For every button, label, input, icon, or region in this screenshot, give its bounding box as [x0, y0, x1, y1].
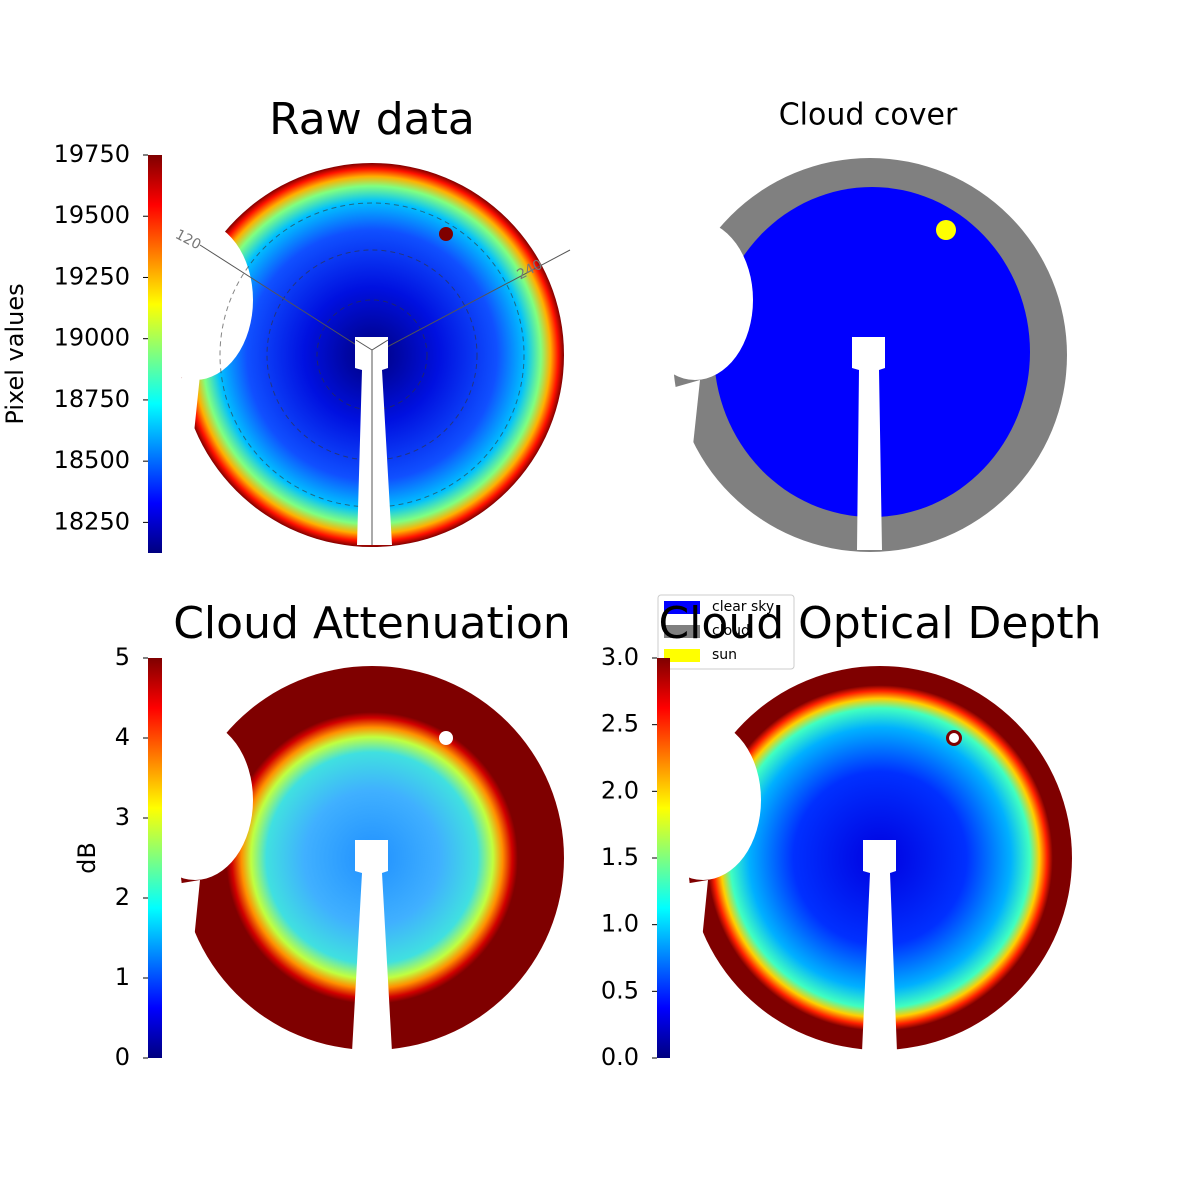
colorbar-tick-label: 5: [115, 643, 130, 671]
panel-title: Cloud Attenuation: [173, 598, 571, 649]
colorbar-tick-label: 2: [115, 883, 130, 911]
colorbar-tick-label: 19750: [54, 140, 130, 168]
colorbar-tick-label: 19500: [54, 201, 130, 229]
panel-title: Cloud Optical Depth: [658, 598, 1101, 649]
colorbar-tick-label: 0: [115, 1043, 130, 1071]
panel-title: Cloud cover: [779, 98, 958, 133]
colorbar-tick-label: 2.0: [601, 776, 639, 804]
colorbar-tick-label: 4: [115, 723, 130, 751]
optical-depth-image: [645, 666, 1072, 1052]
colorbar: [148, 658, 162, 1058]
colorbar-tick-label: 2.5: [601, 710, 639, 738]
colorbar-tick-label: 1.0: [601, 910, 639, 938]
colorbar-tick-label: 3: [115, 803, 130, 831]
panel-title: Raw data: [269, 94, 475, 145]
colorbar: [657, 658, 670, 1058]
legend-swatch: [664, 601, 700, 614]
colorbar-tick-label: 19000: [54, 324, 130, 352]
colorbar-tick-label: 1.5: [601, 843, 639, 871]
colorbar-tick-label: 18750: [54, 385, 130, 413]
colorbar-tick-label: 0.5: [601, 976, 639, 1004]
colorbar-tick-label: 1: [115, 963, 130, 991]
colorbar-label: dB: [73, 842, 101, 874]
colorbar-tick-label: 0.0: [601, 1043, 639, 1071]
colorbar: [148, 155, 162, 553]
colorbar-tick-label: 19250: [54, 262, 130, 290]
colorbar-tick-label: 3.0: [601, 643, 639, 671]
colorbar-label: Pixel values: [1, 283, 29, 424]
colorbar-tick-label: 18250: [54, 507, 130, 535]
legend-swatch: [664, 625, 700, 638]
raw-image: [137, 163, 571, 547]
colorbar-tick-label: 18500: [54, 446, 130, 474]
legend-label: sun: [712, 647, 737, 663]
legend-label: clear sky: [712, 599, 774, 615]
legend-label: cloud: [712, 623, 750, 639]
cloud-cover-image: [637, 158, 1067, 552]
legend-swatch: [664, 649, 700, 662]
attenuation-image: [137, 666, 564, 1052]
